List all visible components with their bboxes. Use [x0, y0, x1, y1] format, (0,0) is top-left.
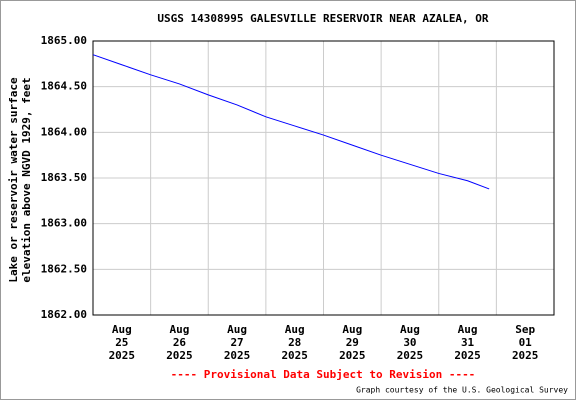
y-tick-label: 1862.00 — [41, 308, 87, 321]
credit: Graph courtesy of the U.S. Geological Su… — [356, 386, 568, 395]
y-tick-label: 1862.50 — [41, 262, 87, 275]
x-tick-label: 26 — [173, 336, 187, 349]
x-tick-label: Aug — [342, 323, 362, 336]
provisional-note: ---- Provisional Data Subject to Revisio… — [171, 368, 476, 381]
x-tick-label: 2025 — [281, 349, 308, 362]
y-axis-label: elevation above NGVD 1929, feet — [20, 77, 33, 282]
x-tick-label: 2025 — [224, 349, 251, 362]
chart-title: USGS 14308995 GALESVILLE RESERVOIR NEAR … — [157, 12, 489, 25]
x-tick-label: Sep — [515, 323, 535, 336]
y-tick-label: 1865.00 — [41, 34, 87, 47]
x-tick-label: Aug — [112, 323, 132, 336]
y-tick-label: 1864.50 — [41, 80, 87, 93]
y-axis-label: Lake or reservoir water surface — [7, 77, 20, 283]
y-tick-label: 1864.00 — [41, 125, 87, 138]
x-tick-label: 2025 — [166, 349, 193, 362]
x-tick-label: 2025 — [397, 349, 424, 362]
y-tick-label: 1863.50 — [41, 171, 87, 184]
x-tick-label: Aug — [170, 323, 190, 336]
x-tick-label: 25 — [115, 336, 128, 349]
data-line — [92, 54, 490, 190]
x-tick-label: 2025 — [512, 349, 539, 362]
x-tick-label: 01 — [519, 336, 533, 349]
x-tick-label: 30 — [403, 336, 416, 349]
x-tick-label: 2025 — [339, 349, 366, 362]
x-tick-label: 2025 — [109, 349, 136, 362]
x-tick-label: 2025 — [454, 349, 481, 362]
x-tick-label: Aug — [400, 323, 420, 336]
x-tick-label: Aug — [227, 323, 247, 336]
x-tick-label: Aug — [458, 323, 478, 336]
x-tick-label: 28 — [288, 336, 301, 349]
x-tick-label: 31 — [461, 336, 475, 349]
plot-border — [92, 40, 555, 316]
y-tick-label: 1863.00 — [41, 217, 87, 230]
x-tick-label: Aug — [285, 323, 305, 336]
x-tick-label: 27 — [230, 336, 243, 349]
x-tick-label: 29 — [346, 336, 359, 349]
